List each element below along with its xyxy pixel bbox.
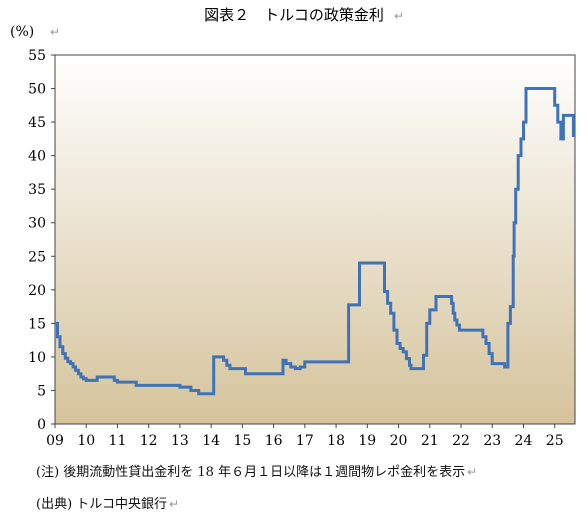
- y-tick-label: 15: [28, 316, 46, 332]
- y-tick-label: 45: [28, 115, 46, 131]
- y-tick-label: 0: [37, 417, 46, 433]
- y-tick-label: 40: [28, 149, 46, 165]
- y-tick-label: 30: [28, 216, 46, 232]
- footnote-return-mark: ↵: [467, 465, 478, 479]
- series-layer: [55, 87, 575, 396]
- x-tick-label: 11: [109, 433, 127, 449]
- x-tick-label: 12: [140, 433, 158, 449]
- x-tick-label: 14: [202, 433, 220, 449]
- x-tick-label: 18: [327, 433, 345, 449]
- footnote-text: (注) 後期流動性貸出金利を 18 年６月１日以降は１週間物レポ金利を表示: [36, 465, 466, 480]
- y-tick-label: 10: [28, 350, 46, 366]
- y-tick-label: 20: [28, 283, 46, 299]
- title-return-mark: ↵: [394, 9, 404, 23]
- y-axis: 0 5 10 15 20 25 30 35 40 45 50 55: [28, 48, 55, 433]
- footnote: (注) 後期流動性貸出金利を 18 年６月１日以降は１週間物レポ金利を表示 ↵: [36, 461, 477, 480]
- y-axis-unit-label: (%): [10, 24, 34, 40]
- y-tick-label: 55: [28, 48, 46, 64]
- x-tick-label: 13: [171, 433, 189, 449]
- y-tick-label: 25: [28, 249, 46, 265]
- plot-area: [54, 54, 576, 425]
- x-tick-label: 09: [46, 433, 64, 449]
- x-tick-label: 16: [265, 433, 283, 449]
- x-tick-label: 23: [483, 433, 501, 449]
- y-tick-label: 5: [37, 383, 46, 399]
- x-tick-label: 25: [546, 433, 564, 449]
- source-note: (出典) トルコ中央銀行 ↵: [36, 493, 179, 512]
- policy-rate-series-line: [55, 87, 575, 396]
- x-tick-label: 24: [515, 433, 533, 449]
- source-return-mark: ↵: [169, 497, 180, 511]
- x-tick-label: 19: [358, 433, 376, 449]
- x-tick-label: 22: [452, 433, 470, 449]
- x-tick-label: 17: [296, 433, 314, 449]
- unit-return-mark: ↵: [50, 25, 60, 39]
- x-tick-label: 10: [77, 433, 95, 449]
- chart-title: 図表２ トルコの政策金利: [204, 6, 384, 24]
- x-tick-label: 20: [390, 433, 408, 449]
- source-text: (出典) トルコ中央銀行: [36, 497, 168, 512]
- x-tick-label: 21: [421, 433, 439, 449]
- y-tick-label: 50: [28, 82, 46, 98]
- x-tick-label: 15: [233, 433, 251, 449]
- x-axis: 09 10 11 12 13 14 15 16 17 18 19 20 21 22 23 24 25: [46, 424, 564, 449]
- y-tick-label: 35: [28, 182, 46, 198]
